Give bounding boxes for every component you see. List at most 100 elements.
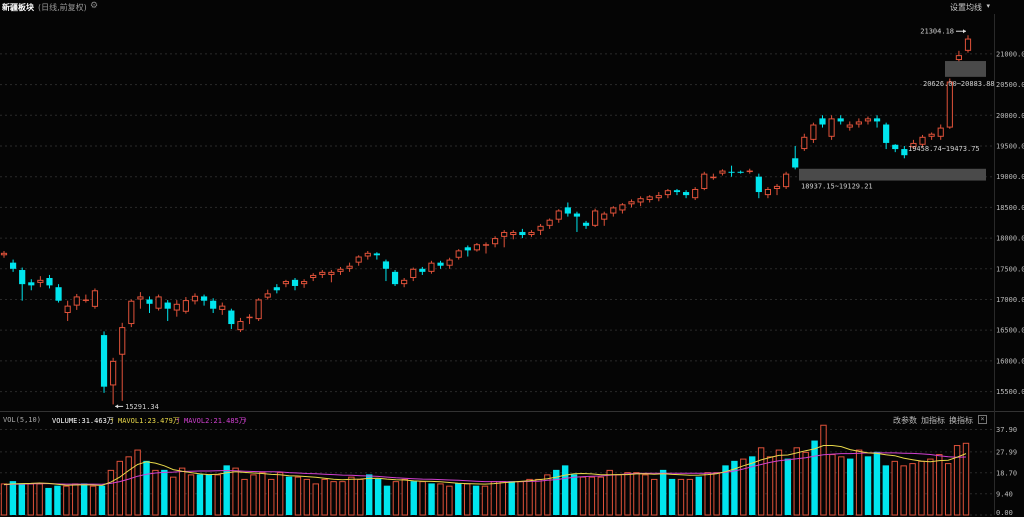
candle-body <box>100 335 108 387</box>
candle <box>355 255 362 266</box>
volume-bar <box>659 469 667 515</box>
candle-body <box>564 207 571 214</box>
volume-bar <box>793 447 800 516</box>
price-tick-label: 19500.00 <box>996 143 1024 151</box>
candle-body <box>110 360 117 386</box>
volume-bar <box>27 483 34 516</box>
volume-bar <box>383 485 391 515</box>
price-tick-label: 16500.00 <box>996 327 1024 335</box>
candle-body <box>492 238 499 245</box>
candle-body <box>64 305 71 313</box>
volume-bar <box>107 469 115 516</box>
volume-bar <box>517 481 524 516</box>
switch-indicator-button[interactable]: 换指标 <box>949 416 973 425</box>
candle-body <box>219 305 226 310</box>
volume-bar <box>170 476 177 516</box>
candle-body <box>310 274 317 279</box>
candle-body <box>828 118 835 137</box>
candle <box>19 267 26 301</box>
add-indicator-button[interactable]: 加指标 <box>921 416 945 425</box>
indicator-name[interactable]: VOL(5,10) <box>3 416 41 424</box>
candle-body <box>582 222 590 226</box>
candle <box>582 220 590 229</box>
candle-body <box>701 173 708 189</box>
volume-bar <box>900 465 907 516</box>
candle <box>746 168 753 174</box>
candle-body <box>182 300 189 312</box>
candle <box>373 252 380 260</box>
candle-body <box>819 118 826 125</box>
candle <box>537 223 544 236</box>
candle <box>128 299 135 328</box>
candle-body <box>810 124 817 140</box>
volume-bar <box>749 456 756 515</box>
candle-body <box>919 136 926 145</box>
candle <box>755 173 762 199</box>
candle-body <box>273 287 280 291</box>
candle-body <box>264 293 271 298</box>
candle <box>301 279 308 288</box>
candle <box>282 279 290 288</box>
chevron-down-icon: ▾ <box>986 2 990 10</box>
candle <box>255 298 262 321</box>
candle <box>137 292 144 309</box>
volume-bar <box>446 485 453 516</box>
edit-params-button[interactable]: 改参数 <box>893 416 917 425</box>
candle-body <box>746 170 753 173</box>
candle <box>919 134 926 148</box>
candle-body <box>573 213 581 217</box>
volume-bar <box>508 481 515 515</box>
candle <box>837 115 844 125</box>
volume-bar <box>303 478 311 516</box>
volume-bar <box>419 481 426 516</box>
candle-body <box>146 299 153 304</box>
candle <box>0 250 8 258</box>
candle-body <box>464 247 471 251</box>
candle <box>228 308 235 329</box>
volume-bar <box>642 474 649 516</box>
candle <box>319 270 326 278</box>
candle-body <box>346 265 353 269</box>
volume-bar <box>891 460 898 516</box>
close-icon[interactable]: × <box>978 415 987 424</box>
volume-bar <box>223 465 230 515</box>
volume-bar <box>962 442 970 516</box>
volume-bar <box>259 472 266 516</box>
gap-range-label: 19458.74~19473.75 <box>908 145 980 153</box>
candle <box>237 317 244 333</box>
candle-body <box>173 303 180 311</box>
volume-bar <box>579 476 587 516</box>
candle <box>819 115 826 128</box>
volume-bar <box>472 485 480 515</box>
mavol2-value: MAVOL2:21.485万 <box>184 417 246 425</box>
volume-bar <box>428 483 435 515</box>
volume-bar <box>944 463 952 516</box>
candle <box>219 302 226 315</box>
volume-indicator-bar: VOL(5,10) VOLUME:31.463万 ↑ MAVOL1:23.479… <box>0 413 1024 427</box>
candle <box>64 300 71 321</box>
volume-bar <box>339 481 346 516</box>
candle-body <box>410 268 417 279</box>
candle <box>264 289 271 300</box>
candle <box>73 293 80 310</box>
candle <box>555 209 562 223</box>
volume-bar <box>312 483 319 516</box>
candle-body <box>0 252 8 256</box>
candle <box>337 266 344 275</box>
candle <box>864 116 872 125</box>
volume-bar <box>927 458 934 516</box>
candle-body <box>46 278 53 286</box>
volume-bar <box>18 483 26 515</box>
volume-arrow: ↑ <box>110 416 115 424</box>
mavol2-line <box>3 452 967 486</box>
candle-body <box>282 281 290 285</box>
chart-header: 新疆板块 (日线,前复权) ⚙ 设置均线 ▾ <box>0 0 1024 14</box>
set-ma-button[interactable]: 设置均线 ▾ <box>950 2 990 13</box>
candle-body <box>692 188 699 199</box>
volume-bar <box>455 483 462 515</box>
volume-bar <box>276 472 284 516</box>
candle-body <box>364 252 371 257</box>
gear-icon[interactable]: ⚙ <box>89 1 99 11</box>
volume-bar <box>918 460 925 516</box>
